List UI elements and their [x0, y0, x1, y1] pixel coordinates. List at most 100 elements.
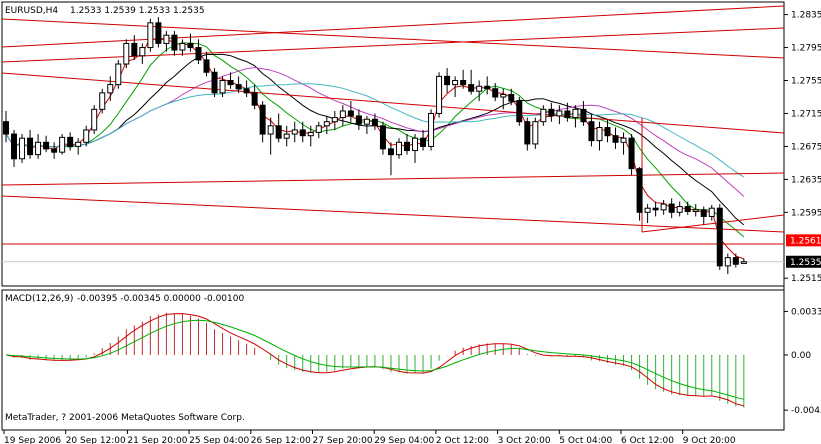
- candle-body: [684, 206, 691, 212]
- candle-body: [692, 209, 699, 212]
- candle-body: [147, 22, 154, 49]
- candle-body: [636, 168, 643, 213]
- time-tick-label: 27 Sep 20:00: [313, 436, 373, 444]
- candle-body: [83, 129, 90, 143]
- trendline[interactable]: [1, 72, 785, 134]
- trendline[interactable]: [1, 18, 785, 59]
- candle-body: [371, 118, 378, 127]
- price-tick-label: 1.2635: [791, 175, 821, 185]
- candle-body: [516, 100, 523, 123]
- candle-body: [43, 141, 50, 150]
- candle-body: [267, 125, 274, 135]
- candle-body: [612, 135, 619, 143]
- candle-body: [251, 92, 258, 106]
- candle-body: [476, 85, 483, 92]
- candle-body: [564, 110, 571, 119]
- candle-body: [211, 71, 218, 94]
- candle-body: [508, 94, 515, 102]
- macd-lines: [5, 313, 744, 407]
- candle-body: [75, 141, 82, 147]
- ohlc-values: 1.2533 1.2539 1.2533 1.2535: [70, 6, 205, 16]
- candle-body: [468, 84, 475, 92]
- time-tick-label: 21 Sep 20:00: [127, 436, 187, 444]
- candle-body: [3, 121, 9, 135]
- candle-body: [355, 115, 362, 125]
- candle-body: [219, 80, 226, 94]
- candle-body: [51, 148, 58, 153]
- time-axis: 19 Sep 2006 20 Sep 12:00 21 Sep 20:00 25 Se…: [3, 430, 736, 444]
- candle-body: [395, 141, 402, 156]
- price-tick-label: 1.2755: [791, 77, 821, 87]
- trendline[interactable]: [1, 195, 785, 233]
- candle-body: [67, 136, 74, 147]
- candle-body: [35, 141, 42, 156]
- macd-label: MACD(12,26,9): [5, 294, 73, 304]
- candle-body: [588, 121, 595, 142]
- candle-body: [307, 131, 314, 137]
- price-tick-label: 1.2835: [791, 11, 821, 21]
- candle-body: [484, 85, 491, 90]
- macd-tick-label: 0.00339: [791, 307, 821, 317]
- candle-body: [500, 94, 507, 98]
- level-price-label: 1.2561: [790, 236, 821, 246]
- symbol-title: EURUSD,H4: [5, 6, 58, 16]
- candle-body: [19, 137, 26, 160]
- candle-body: [203, 59, 210, 73]
- candle-body: [259, 104, 266, 135]
- candle-body: [604, 126, 611, 137]
- candle-body: [115, 63, 122, 86]
- trendlines[interactable]: [1, 5, 785, 245]
- current-price-label: 1.2535: [790, 258, 821, 268]
- candle-body: [524, 121, 531, 145]
- trendline[interactable]: [1, 27, 785, 63]
- candle-body: [131, 42, 138, 57]
- candle-body: [548, 108, 555, 117]
- candle-body: [444, 75, 451, 86]
- candle-body: [227, 80, 234, 86]
- candle-body: [660, 203, 667, 211]
- candle-body: [339, 110, 346, 119]
- candle-body: [187, 42, 194, 49]
- time-tick-label: 19 Sep 2006: [4, 436, 61, 444]
- candle-body: [379, 125, 386, 150]
- candle-body: [740, 261, 747, 264]
- candle-body: [652, 207, 659, 211]
- candle-body: [540, 108, 547, 123]
- time-tick-label: 6 Oct 12:00: [621, 436, 674, 444]
- candle-body: [436, 75, 443, 114]
- time-tick-label: 5 Oct 04:00: [559, 436, 612, 444]
- macd-axis: 0.00339 0.00 -0.0043: [784, 307, 821, 416]
- candles: [3, 17, 747, 275]
- candle-body: [155, 22, 162, 44]
- candle-body: [572, 108, 579, 119]
- candle-body: [11, 133, 18, 160]
- candle-body: [331, 117, 338, 123]
- copyright-text: MetaTrader, ? 2001-2006 MetaQuotes Softw…: [5, 413, 245, 423]
- candle-body: [556, 110, 563, 117]
- candle-body: [676, 206, 683, 213]
- macd-panel[interactable]: [1, 289, 785, 431]
- candle-body: [716, 207, 723, 267]
- candle-body: [179, 42, 186, 51]
- macd-tick-label: -0.0043: [791, 406, 821, 416]
- trendline[interactable]: [641, 214, 785, 233]
- macd-signal-line: [5, 319, 744, 400]
- trendline[interactable]: [1, 5, 785, 48]
- macd-tick-label: 0.00: [791, 351, 811, 361]
- candle-body: [235, 84, 242, 90]
- price-tick-label: 1.2715: [791, 109, 821, 119]
- candle-body: [387, 148, 394, 156]
- time-tick-label: 25 Sep 04:00: [189, 436, 249, 444]
- candle-body: [107, 84, 114, 94]
- candle-body: [412, 137, 419, 152]
- candle-body: [596, 126, 603, 142]
- candle-body: [139, 47, 146, 57]
- time-tick-label: 2 Oct 12:00: [436, 436, 489, 444]
- candle-body: [580, 108, 587, 123]
- time-tick-label: 26 Sep 12:00: [251, 436, 311, 444]
- price-axis: 1.2835 1.2795 1.2755 1.2715 1.2675 1.2635 1.25…: [784, 11, 821, 284]
- trendline[interactable]: [1, 172, 785, 186]
- time-tick-label: 20 Sep 12:00: [66, 436, 126, 444]
- candle-body: [91, 108, 98, 131]
